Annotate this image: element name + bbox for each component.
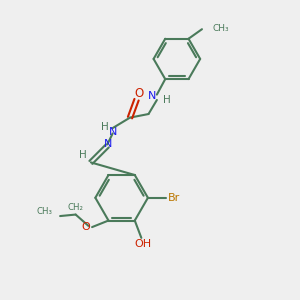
Text: O: O	[82, 222, 90, 232]
Text: N: N	[148, 92, 156, 101]
Text: Br: Br	[168, 193, 180, 203]
Text: H: H	[79, 150, 86, 160]
Text: H: H	[101, 122, 109, 132]
Text: CH₃: CH₃	[212, 23, 229, 32]
Text: N: N	[109, 127, 117, 137]
Text: N: N	[104, 139, 112, 149]
Text: CH₂: CH₂	[68, 203, 84, 212]
Text: OH: OH	[134, 239, 151, 249]
Text: H: H	[164, 95, 171, 105]
Text: CH₃: CH₃	[37, 207, 53, 216]
Text: O: O	[134, 87, 144, 100]
